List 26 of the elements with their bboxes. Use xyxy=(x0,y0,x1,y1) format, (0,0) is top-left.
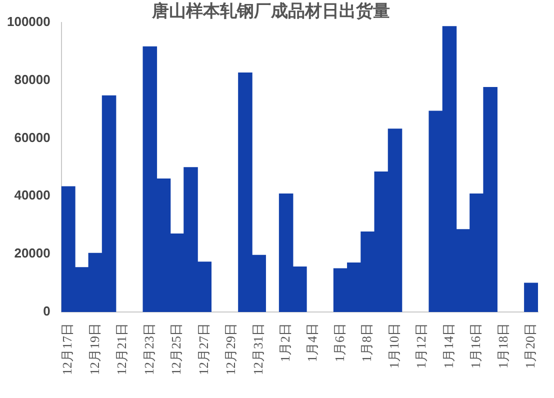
x-tick-label: 1月18日 xyxy=(495,323,510,368)
x-tick-label: 1月8日 xyxy=(359,323,374,362)
x-tick-label: 12月25日 xyxy=(168,323,184,375)
x-tick-label: 1月12日 xyxy=(414,323,429,368)
x-tick-label: 1月14日 xyxy=(440,323,456,368)
chart-title: 唐山样本轧钢厂成品材日出货量 xyxy=(151,2,390,21)
x-tick-label: 12月23日 xyxy=(141,323,156,375)
y-tick-label: 0 xyxy=(43,304,50,319)
x-tick-label: 1月6日 xyxy=(332,323,347,362)
x-tick-label: 1月10日 xyxy=(386,323,402,368)
x-tick-label: 12月19日 xyxy=(86,323,102,375)
x-tick-label: 1月20日 xyxy=(522,323,538,368)
x-tick-label: 12月31日 xyxy=(250,323,266,375)
x-tick-label: 1月16日 xyxy=(468,323,484,368)
bar xyxy=(524,282,538,312)
x-tick-label: 12月21日 xyxy=(114,323,130,375)
y-tick-label: 80000 xyxy=(14,72,50,87)
x-tick-label: 12月27日 xyxy=(196,323,211,375)
x-tick-label: 12月17日 xyxy=(60,323,75,375)
x-tick-label: 12月29日 xyxy=(223,323,238,375)
y-tick-label: 20000 xyxy=(14,246,50,261)
y-tick-label: 60000 xyxy=(14,130,50,145)
y-tick-label: 40000 xyxy=(14,188,50,203)
x-tick-label: 1月2日 xyxy=(277,323,292,362)
x-tick-label: 1月4日 xyxy=(304,323,320,362)
y-tick-label: 100000 xyxy=(6,14,50,29)
